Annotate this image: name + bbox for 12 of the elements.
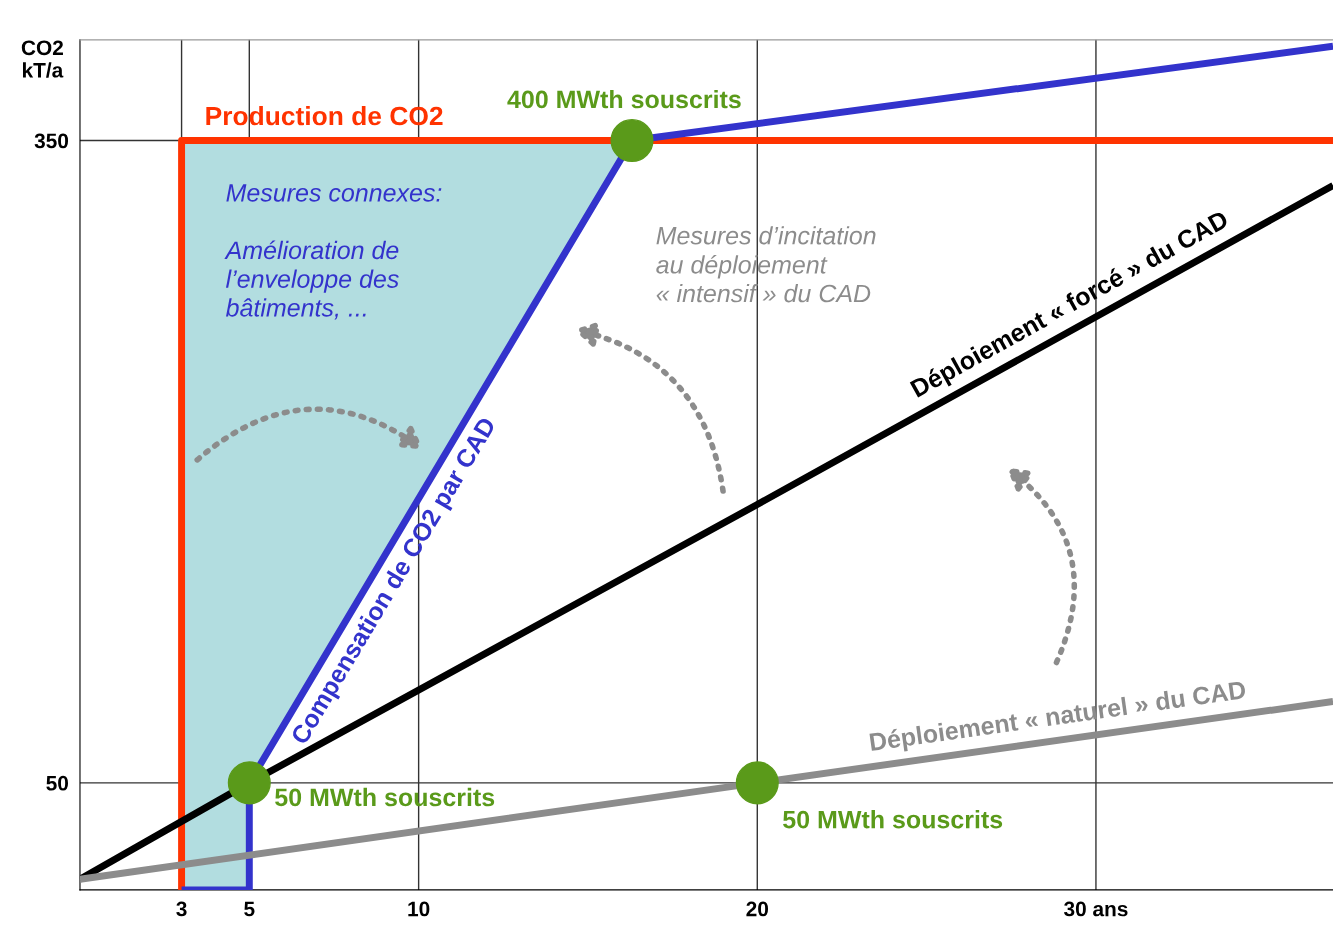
y-tick-label: 50 (46, 775, 69, 791)
x-tick-label: 30 ans (1063, 901, 1128, 917)
text: Déploiement « naturel » du CAD (869, 679, 1247, 756)
y-axis-title: CO2 kT/a (21, 40, 64, 78)
x-tick-label: 20 (746, 901, 769, 917)
x-tick-label: 3 (176, 901, 187, 917)
x-tick-label: 10 (408, 901, 430, 917)
text: Mesures connexes: Amélioration de l’enveloppe des bâtiments, ... (224, 184, 442, 320)
x-tick-label: 5 (244, 901, 255, 917)
annotation: 50 MWth souscrits (783, 810, 1003, 829)
annotation: 400 MWth souscrits (507, 89, 741, 109)
y-tick-label: 350 (34, 133, 69, 149)
